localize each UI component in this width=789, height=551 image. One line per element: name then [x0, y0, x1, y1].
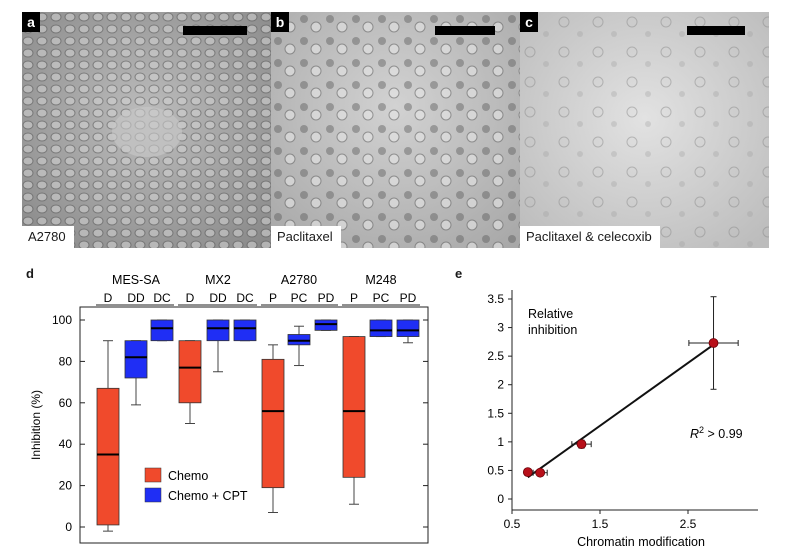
box [96, 387, 120, 526]
panel-label-b: b [271, 12, 289, 32]
category-label: PD [400, 291, 417, 305]
category-label: DD [209, 291, 227, 305]
box [150, 319, 174, 342]
y-tick-label: 100 [52, 313, 72, 327]
fit-line [527, 343, 715, 479]
box [206, 319, 230, 342]
scale-bar-b [435, 26, 495, 35]
y-tick-label: 60 [59, 396, 73, 410]
group-label: MES-SA [112, 273, 161, 287]
category-label: PC [291, 291, 308, 305]
group-label: MX2 [205, 273, 231, 287]
x-tick-label: 2.5 [680, 517, 697, 531]
caption-c: Paclitaxel & celecoxib [520, 226, 660, 248]
box [124, 340, 148, 379]
y-tick-label: 1 [497, 435, 504, 449]
r-squared-label: R2 > 0.99 [690, 425, 743, 441]
data-point [522, 467, 533, 478]
y-tick-label: 3 [497, 321, 504, 335]
data-point [708, 338, 719, 348]
category-label: P [350, 291, 358, 305]
y-tick-label: 2.5 [487, 349, 504, 363]
y-tick-label: 80 [59, 354, 73, 368]
r-squared-symbol: R [690, 427, 699, 441]
category-label: DC [153, 291, 171, 305]
y-tick-label: 40 [59, 437, 73, 451]
y-axis-label: Inhibition (%) [29, 390, 43, 460]
annotation-text: Relative [528, 307, 573, 321]
legend-label: Chemo + CPT [168, 489, 248, 503]
panel-label-c: c [520, 12, 538, 32]
box [369, 319, 393, 337]
box [287, 334, 311, 346]
micrograph-c-image [520, 12, 769, 248]
category-label: PC [373, 291, 390, 305]
box [178, 340, 202, 404]
category-label: P [269, 291, 277, 305]
annotation-text: inhibition [528, 323, 577, 337]
y-tick-label: 20 [59, 479, 73, 493]
y-tick-label: 0 [65, 520, 72, 534]
x-tick-label: 1.5 [592, 517, 609, 531]
panel-label-a: a [22, 12, 40, 32]
panel-label-e: e [455, 266, 463, 281]
category-label: D [186, 291, 195, 305]
scale-bar-a [183, 26, 247, 35]
category-label: D [104, 291, 113, 305]
data-point [535, 467, 546, 478]
box [233, 319, 257, 342]
category-label: DD [127, 291, 145, 305]
micrograph-b-image [271, 12, 520, 248]
micrograph-c: c Paclitaxel & celecoxib [520, 12, 769, 248]
y-tick-label: 3.5 [487, 292, 504, 306]
x-tick-label: 0.5 [504, 517, 521, 531]
box [314, 319, 338, 331]
box [342, 336, 366, 478]
data-point [576, 439, 587, 450]
micrograph-b: b Paclitaxel [271, 12, 520, 248]
category-label: DC [236, 291, 254, 305]
group-label: A2780 [281, 273, 317, 287]
box [396, 319, 420, 337]
caption-b: Paclitaxel [271, 226, 341, 248]
box [261, 358, 285, 489]
x-axis-label: Chromatin modification [577, 535, 705, 549]
legend-swatch [144, 487, 162, 503]
y-tick-label: 1.5 [487, 406, 504, 420]
micrograph-a-image [22, 12, 271, 248]
r-squared-superscript: 2 [699, 425, 704, 435]
group-label: M248 [365, 273, 396, 287]
r-squared-value: > 0.99 [704, 427, 743, 441]
scale-bar-c [687, 26, 745, 35]
y-tick-label: 0.5 [487, 463, 504, 477]
legend-swatch [144, 467, 162, 483]
category-label: PD [318, 291, 335, 305]
caption-a: A2780 [22, 226, 74, 248]
legend-label: Chemo [168, 469, 208, 483]
plot-frame [79, 306, 429, 544]
panel-label-d: d [26, 266, 34, 281]
y-tick-label: 0 [497, 492, 504, 506]
y-tick-label: 2 [497, 378, 504, 392]
micrograph-a: a A2780 [22, 12, 271, 248]
